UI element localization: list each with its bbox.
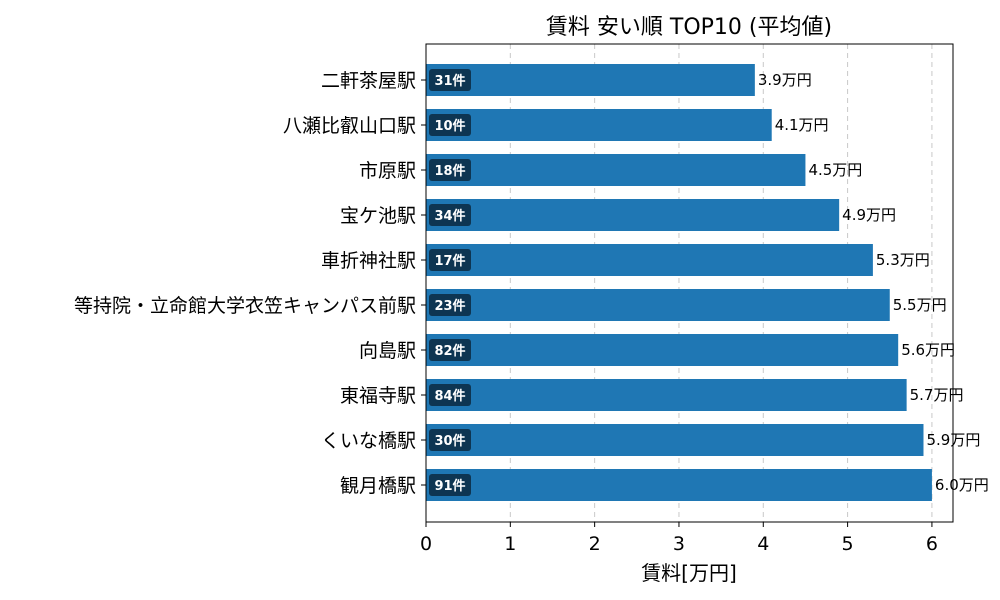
bar xyxy=(426,64,755,96)
count-badge xyxy=(429,69,471,91)
value-label: 4.5万円 xyxy=(808,161,862,179)
x-tick-label: 4 xyxy=(757,533,769,555)
value-label: 5.5万円 xyxy=(893,296,947,314)
bars: 31件 3.9万円 10件 4.1万円 18件 4.5万円 34件 4.9万円 17件 5.3万円… xyxy=(426,64,989,501)
category-label: 車折神社駅 xyxy=(321,250,416,272)
count-badge xyxy=(429,114,471,136)
x-tick-label: 2 xyxy=(589,533,601,555)
count-label: 31件 xyxy=(434,73,465,89)
count-label: 91件 xyxy=(434,478,465,494)
x-tick-label: 1 xyxy=(504,533,516,555)
count-badge xyxy=(429,339,471,361)
value-label: 4.9万円 xyxy=(842,206,896,224)
count-badge xyxy=(429,384,471,406)
plot-frame xyxy=(425,43,954,523)
value-label: 3.9万円 xyxy=(758,71,812,89)
category-label: 等持院・立命館大学衣笠キャンパス前駅 xyxy=(74,295,416,317)
bar xyxy=(426,199,840,231)
bar xyxy=(426,244,873,276)
count-label: 17件 xyxy=(434,253,465,269)
x-tick-label: 3 xyxy=(673,533,685,555)
count-label: 23件 xyxy=(434,298,465,314)
value-label: 5.7万円 xyxy=(910,386,964,404)
count-label: 82件 xyxy=(434,343,465,359)
bar xyxy=(426,469,932,501)
count-badge xyxy=(429,204,471,226)
category-label: 観月橋駅 xyxy=(340,475,416,497)
bar xyxy=(426,379,907,411)
x-axis-label: 賃料[万円] xyxy=(641,561,737,585)
count-badge xyxy=(429,159,471,181)
bar xyxy=(426,334,899,366)
x-tick-label: 6 xyxy=(926,533,938,555)
count-badge xyxy=(429,249,471,271)
category-label: くいな橋駅 xyxy=(321,430,416,452)
count-badge xyxy=(429,294,471,316)
x-tick-label: 0 xyxy=(420,533,432,555)
category-label: 向島駅 xyxy=(359,340,416,362)
x-tick-label: 5 xyxy=(842,533,854,555)
category-label: 宝ケ池駅 xyxy=(340,205,416,227)
count-label: 10件 xyxy=(434,118,465,134)
count-label: 30件 xyxy=(434,433,465,449)
x-axis-ticks: 0 1 2 3 4 5 6 xyxy=(420,522,938,555)
value-label: 5.3万円 xyxy=(876,251,930,269)
count-label: 18件 xyxy=(434,163,465,179)
bar xyxy=(426,289,890,321)
y-axis-labels: 二軒茶屋駅八瀬比叡山口駅市原駅宝ケ池駅車折神社駅等持院・立命館大学衣笠キャンパス… xyxy=(74,70,426,497)
count-badge xyxy=(429,474,471,496)
count-label: 84件 xyxy=(434,388,465,404)
chart-title: 賃料 安い順 TOP10 (平均値) xyxy=(546,15,832,40)
category-label: 東福寺駅 xyxy=(340,385,416,407)
category-label: 八瀬比叡山口駅 xyxy=(283,115,416,137)
category-label: 市原駅 xyxy=(359,160,416,182)
bar xyxy=(426,424,924,456)
category-label: 二軒茶屋駅 xyxy=(321,70,416,92)
value-label: 4.1万円 xyxy=(775,116,829,134)
value-label: 5.6万円 xyxy=(901,341,955,359)
count-label: 34件 xyxy=(434,208,465,224)
value-label: 6.0万円 xyxy=(935,476,989,494)
bar xyxy=(426,154,806,186)
count-badge xyxy=(429,429,471,451)
bar xyxy=(426,109,772,141)
